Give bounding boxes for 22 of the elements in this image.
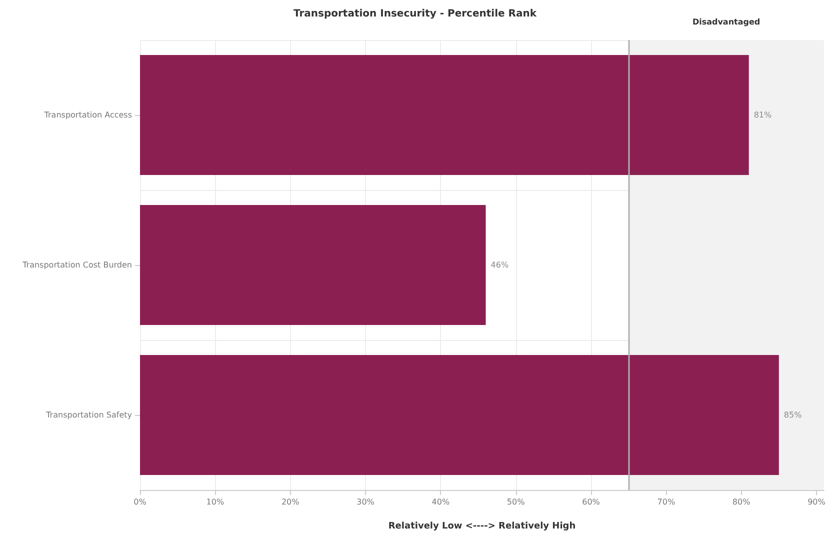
x-tick-label: 0% (134, 498, 147, 506)
y-tick-label: Transportation Access (43, 110, 132, 120)
x-tick-label: 20% (281, 498, 300, 506)
bar (140, 355, 779, 475)
bar (140, 55, 749, 175)
x-tick-label: 60% (582, 498, 600, 506)
x-tick-label: 90% (808, 498, 826, 506)
x-tick-label: 10% (206, 498, 224, 506)
x-tick-label: 80% (732, 498, 751, 506)
band-label: Disadvantaged (692, 18, 760, 26)
y-tick-label: Transportation Safety (45, 410, 132, 420)
bar (140, 205, 486, 325)
x-tick-label: 40% (432, 498, 450, 506)
data-label: 81% (754, 110, 772, 120)
x-axis-title: Relatively Low <----> Relatively High (388, 522, 576, 532)
x-tick-label: 30% (356, 498, 375, 506)
y-tick-label: Transportation Cost Burden (22, 260, 132, 270)
x-tick-label: 50% (506, 498, 526, 506)
data-label: 85% (784, 410, 802, 420)
data-label: 46% (490, 260, 509, 270)
x-tick-label: 70% (657, 498, 676, 506)
chart-title: Transportation Insecurity - Percentile Rank (293, 8, 537, 20)
